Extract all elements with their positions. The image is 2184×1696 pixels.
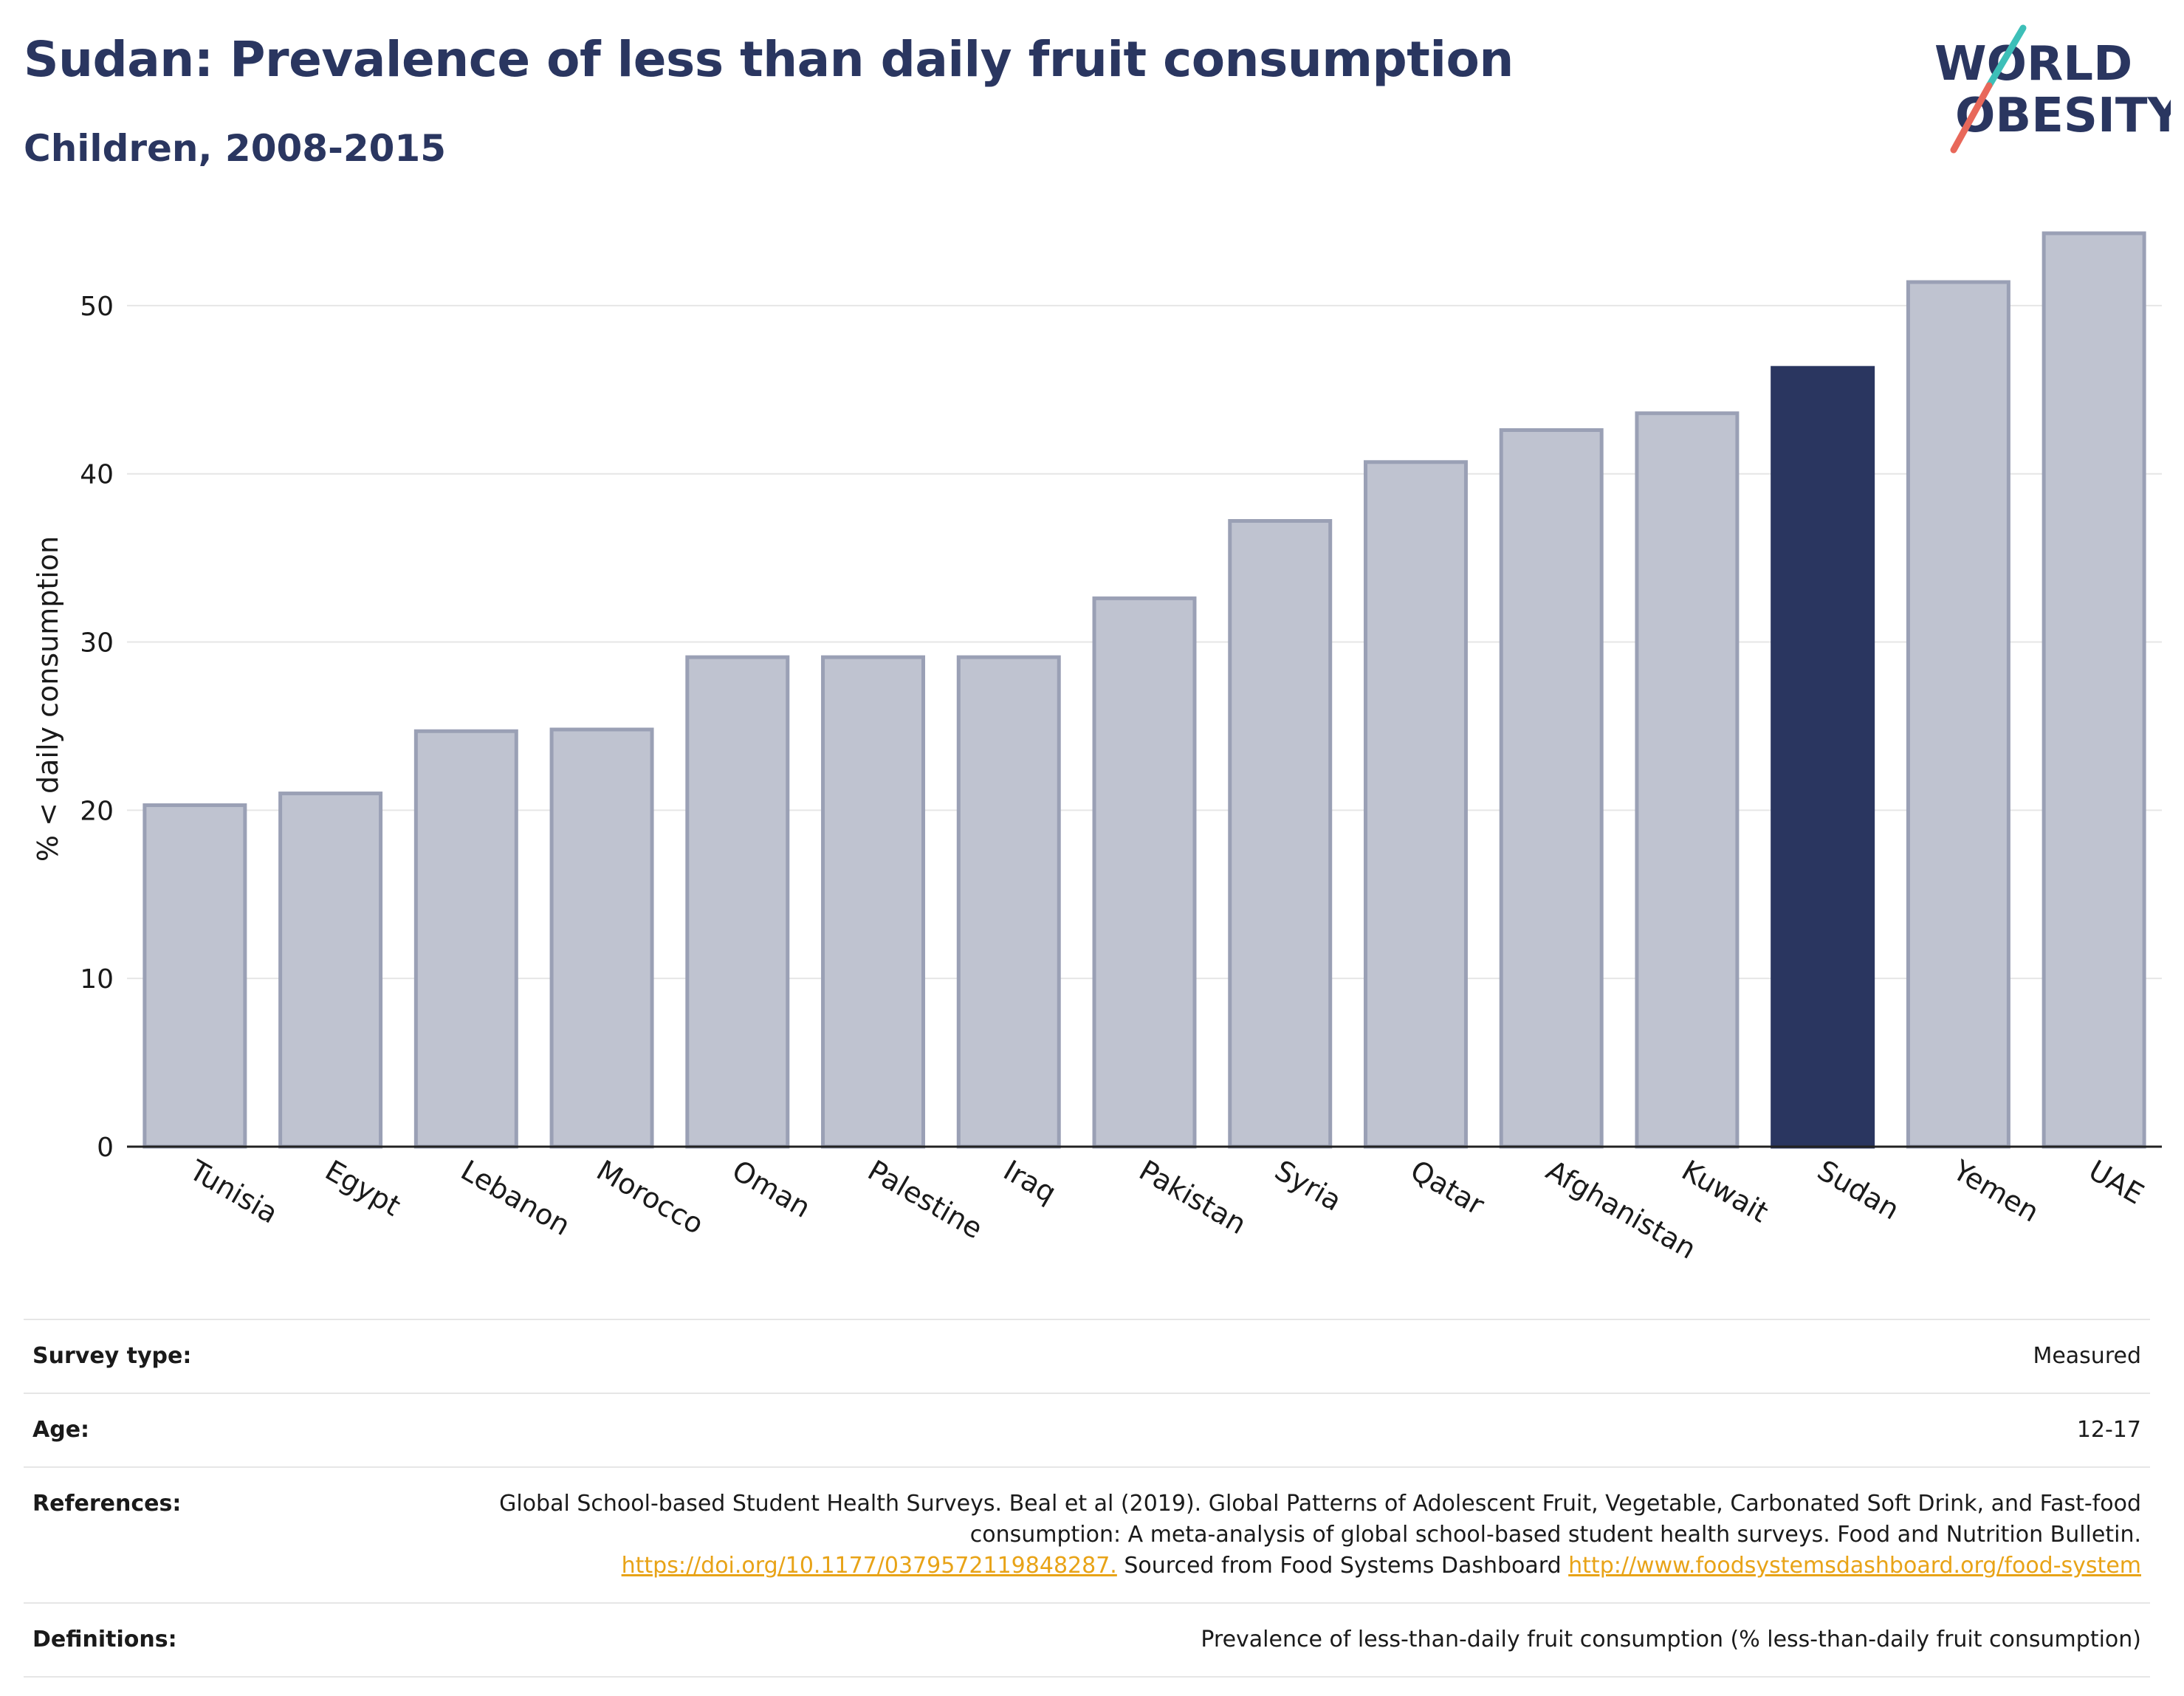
info-value: Prevalence of less-than-daily fruit cons… (1201, 1627, 2141, 1652)
bar-qatar (1363, 460, 1468, 1149)
bar-iraq (956, 655, 1061, 1149)
x-tick-label-morocco: Morocco (591, 1154, 710, 1241)
x-tick-label-pakistan: Pakistan (1134, 1154, 1252, 1241)
x-tick-label-afghanistan: Afghanistan (1541, 1154, 1702, 1266)
x-tick-label-yemen: Yemen (1947, 1153, 2044, 1229)
logo-slash-top (1985, 24, 2027, 89)
logo-line1: WORLD (1934, 37, 2132, 92)
x-tick-label-qatar: Qatar (1405, 1154, 1490, 1222)
bar-yemen (1906, 280, 2010, 1149)
x-tick-label-oman: Oman (727, 1154, 816, 1224)
bar-morocco (549, 727, 654, 1149)
x-tick-label-uae: UAE (2084, 1154, 2149, 1211)
x-axis-labels: Tunisia Egypt Lebanon Morocco Oman Palestine I… (184, 1153, 2150, 1266)
bar-lebanon (413, 729, 518, 1149)
world-obesity-logo: WORLD OBESITY (1934, 24, 2171, 154)
x-tick-label-tunisia: Tunisia (184, 1153, 284, 1230)
bar-tunisia (142, 803, 247, 1149)
info-table: Survey type: Measured Age: 12-17 Referen… (24, 1319, 2150, 1678)
x-tick-label-kuwait: Kuwait (1676, 1154, 1773, 1229)
y-tick-label: 10 (80, 964, 114, 995)
logo-line2: OBESITY (1955, 89, 2171, 143)
x-tick-label-sudan: Sudan (1812, 1154, 1905, 1226)
doi-link[interactable]: https://doi.org/10.1177/0379572119848287… (621, 1553, 1117, 1579)
x-tick-label-palestine: Palestine (862, 1154, 988, 1246)
references-middle: Sourced from Food Systems Dashboard (1116, 1553, 1569, 1579)
references-text: Global School-based Student Health Surve… (499, 1491, 2141, 1548)
info-key: Age: (32, 1417, 90, 1443)
y-tick-label: 20 (80, 796, 114, 826)
chart-subtitle: Children, 2008-2015 (24, 127, 446, 170)
bar-uae (2042, 231, 2146, 1149)
bar-oman (685, 655, 790, 1149)
bar-pakistan (1092, 596, 1197, 1149)
y-tick-label: 50 (80, 292, 114, 322)
info-key: Definitions: (32, 1627, 177, 1652)
chart-title: Sudan: Prevalence of less than daily fru… (24, 31, 1514, 88)
info-value: Measured (2033, 1343, 2141, 1369)
bar-syria (1228, 519, 1333, 1149)
bar-sudan (1771, 365, 1875, 1149)
x-tick-label-syria: Syria (1269, 1154, 1347, 1218)
info-key: Survey type: (32, 1343, 192, 1369)
bars (142, 231, 2146, 1149)
y-axis-label: % < daily consumption (32, 536, 64, 862)
info-row-survey-type: Survey type: Measured (24, 1319, 2150, 1393)
dashboard-link[interactable]: http://www.foodsystemsdashboard.org/food… (1568, 1553, 2141, 1579)
y-tick-label: 0 (97, 1133, 114, 1163)
y-tick-label: 30 (80, 628, 114, 659)
bar-afghanistan (1499, 428, 1604, 1149)
x-tick-label-egypt: Egypt (320, 1154, 406, 1223)
info-value: 12-17 (2076, 1417, 2141, 1443)
bar-palestine (821, 655, 926, 1149)
info-row-references: References: Global School-based Student … (24, 1466, 2150, 1602)
bar-egypt (278, 792, 383, 1149)
info-row-age: Age: 12-17 (24, 1393, 2150, 1466)
y-axis-ticks: 0 10 20 30 40 50 (80, 292, 114, 1163)
bar-chart: 0 10 20 30 40 50 Tunisia Egypt Lebanon Morocco Om… (32, 231, 2162, 1266)
info-value: Global School-based Student Health Surve… (487, 1489, 2141, 1582)
x-tick-label-lebanon: Lebanon (456, 1154, 576, 1242)
logo-slash-bottom (1950, 82, 1993, 154)
info-key: References: (32, 1491, 182, 1517)
info-row-definitions: Definitions: Prevalence of less-than-dai… (24, 1602, 2150, 1678)
bar-kuwait (1635, 411, 1740, 1149)
y-tick-label: 40 (80, 460, 114, 490)
x-tick-label-iraq: Iraq (998, 1154, 1062, 1209)
